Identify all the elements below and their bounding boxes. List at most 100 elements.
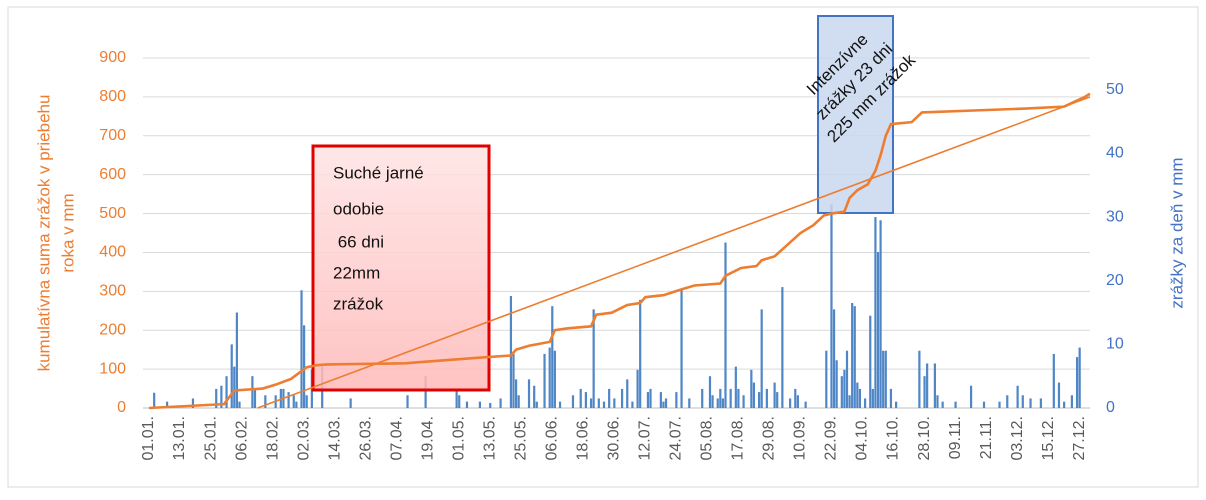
bar [597,398,600,408]
bar [264,395,267,408]
bar [584,392,587,408]
bar [235,312,238,408]
bar [1006,395,1009,408]
bar [215,388,218,408]
bar [954,401,957,408]
bar [1052,353,1055,408]
x-tick-label: 03.12. [1009,416,1026,460]
y2-tick-label: 10 [1106,336,1124,353]
bar [608,388,611,408]
bar [789,398,792,408]
bar [752,382,756,408]
y-tick-label: 0 [117,399,126,416]
x-tick-label: 14.03. [326,416,343,460]
x-tick-label: 28.10. [916,416,933,460]
x-tick-label: 15.12. [1040,416,1057,460]
bar [851,303,854,408]
bar [517,395,520,408]
bar [233,366,236,408]
bar [649,388,652,408]
x-tick-label: 07.04. [388,416,405,460]
bar [512,353,515,408]
bar [295,401,298,408]
bar [455,388,458,408]
cumulative-line [148,92,1091,410]
bar [305,395,308,408]
bar [579,388,582,408]
bar [794,388,797,408]
x-tick-label: 06.02. [233,416,250,460]
bar [1063,401,1066,408]
bar [926,363,929,408]
bar [238,401,241,408]
x-tick-label: 30.06. [606,416,623,460]
x-tick-label: 01.01. [140,416,157,460]
chart-frame [7,6,1199,488]
x-tick-label: 21.11. [978,416,995,459]
bar [773,382,776,408]
bar [225,376,228,408]
x-tick-label: 02.03. [295,416,312,460]
bar [592,309,595,408]
bar [734,366,737,408]
x-tick-label: 09.11. [947,416,964,459]
bar [923,376,926,408]
bar [737,388,740,408]
bar [300,290,303,408]
bar [1029,398,1032,408]
y2-tick-label: 0 [1106,399,1115,416]
bar [292,395,295,408]
bar [489,402,492,408]
bar [830,204,833,408]
bar [220,385,223,408]
y-tick-label: 100 [99,360,126,377]
bar [551,306,554,408]
bar [701,388,704,408]
bar [882,350,885,408]
bar [664,398,668,408]
bar [708,376,712,408]
bar [553,350,556,408]
bar [825,350,828,408]
y-tick-label: 600 [99,166,126,183]
bar [602,401,606,408]
y2-tick-label: 40 [1106,145,1124,162]
x-tick-label: 18.06. [575,416,592,460]
bar [853,306,856,408]
bar [662,401,665,408]
bar [406,395,409,408]
bar [543,353,546,408]
bar [884,350,887,408]
bar [349,398,352,408]
bar [499,398,502,408]
x-tick-label: 19.04. [419,416,436,460]
bar [729,388,732,408]
y-tick-label: 500 [99,205,126,222]
x-tick-label: 22.09. [823,416,840,460]
bar [757,392,761,408]
bar [1078,347,1081,408]
bar [918,350,921,408]
annotation-line: 22mm [333,263,380,282]
bar [636,369,639,408]
annotation-line: odobie [333,199,384,218]
y2-tick-label: 20 [1106,272,1124,289]
bar [1039,398,1042,408]
bar [646,392,650,408]
bar [863,398,867,408]
bar [688,398,691,408]
bar [527,379,531,408]
bar [287,392,290,408]
bar [858,388,862,408]
x-tick-label: 17.08. [730,416,747,460]
x-tick-label: 10.09. [792,416,809,460]
bar [721,398,725,408]
bar [856,382,859,408]
bar [1057,382,1061,408]
x-tick-label: 16.10. [885,416,902,460]
bar [765,388,768,408]
x-tick-label: 24.07. [668,416,685,460]
x-tick-label: 25.05. [512,416,529,460]
bar [465,401,469,408]
